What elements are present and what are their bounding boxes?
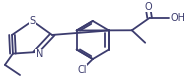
Text: S: S: [29, 16, 36, 26]
Text: O: O: [144, 2, 152, 12]
Text: N: N: [36, 49, 43, 59]
Text: Cl: Cl: [77, 65, 87, 75]
Text: OH: OH: [170, 13, 185, 23]
